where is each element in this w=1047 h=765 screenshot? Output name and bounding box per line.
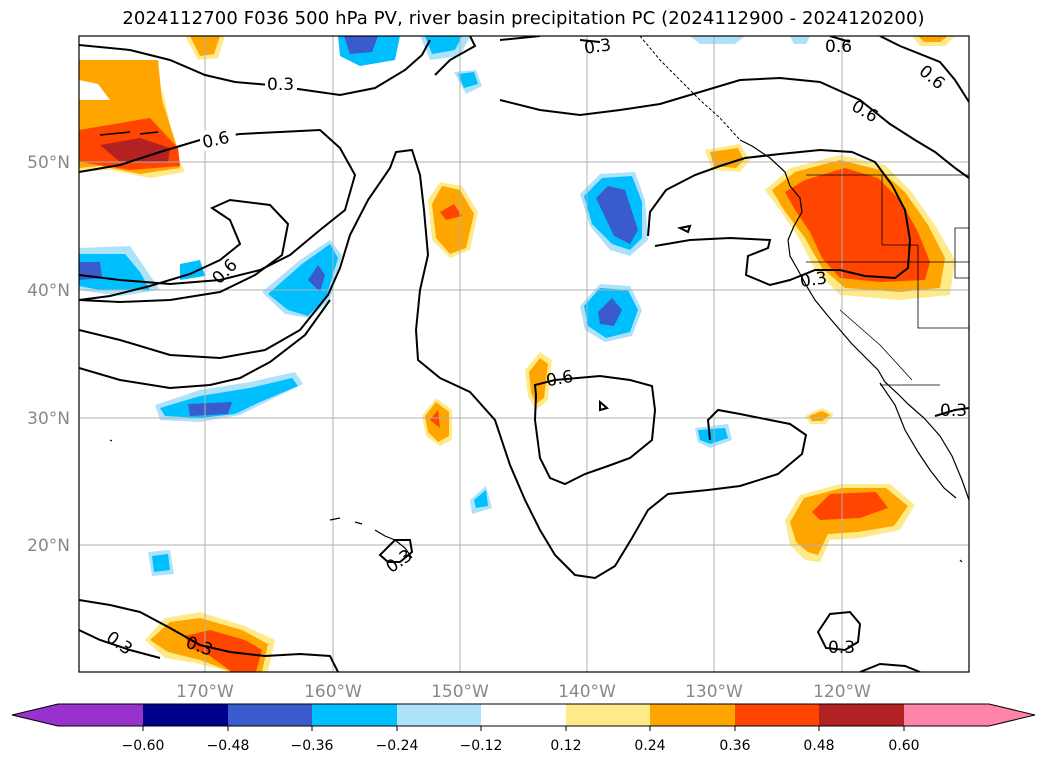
contour-label: 0.6 xyxy=(848,96,881,127)
colorbar-tick-label: −0.60 xyxy=(122,738,165,754)
colorbar-tick-label: −0.48 xyxy=(207,738,250,754)
lon-label: 120°W xyxy=(813,682,871,702)
lon-label: 140°W xyxy=(558,682,616,702)
lat-label: 20°N xyxy=(27,536,70,556)
colorbar-tick-label: −0.12 xyxy=(460,738,503,754)
colorbar-segment xyxy=(566,704,650,726)
colorbar-segment xyxy=(735,704,819,726)
pv-contours xyxy=(79,36,969,672)
colorbar-tick-label: 0.36 xyxy=(719,738,750,754)
colorbar-segment xyxy=(228,704,312,726)
latitude-labels: 50°N 40°N 30°N 20°N xyxy=(27,153,70,556)
contour-label: 0.3 xyxy=(940,401,967,421)
lon-label: 170°W xyxy=(176,682,234,702)
contour-label: 0.6 xyxy=(825,37,852,57)
colorbar-tick-label: −0.36 xyxy=(291,738,334,754)
colorbar-tick-label: 0.60 xyxy=(888,738,919,754)
colorbar-extend-high xyxy=(989,704,1035,726)
colorbar-segment xyxy=(312,704,397,726)
map-frame xyxy=(78,35,970,673)
colorbar-segment xyxy=(481,704,566,726)
contour-label: 0.6 xyxy=(201,128,232,153)
colorbar-tick-label: 0.48 xyxy=(803,738,834,754)
colorbar-outline xyxy=(11,703,1036,727)
colorbar: −0.60 −0.48 −0.36 −0.24 −0.12 0.12 0.24 … xyxy=(11,703,1036,754)
contour-label: 0.3 xyxy=(102,628,136,660)
contour-label: 0.6 xyxy=(545,367,575,391)
colorbar-segment xyxy=(819,704,904,726)
lon-label: 130°W xyxy=(685,682,743,702)
contour-label: 0.3 xyxy=(267,75,294,95)
map-title: 2024112700 F036 500 hPa PV, river basin … xyxy=(122,8,925,29)
map-gridlines xyxy=(79,36,969,672)
coastlines xyxy=(99,36,969,563)
contour-label: 0.3 xyxy=(583,35,613,59)
colorbar-segment xyxy=(650,704,735,726)
colorbar-segment xyxy=(143,704,228,726)
longitude-labels: 170°W 160°W 150°W 140°W 130°W 120°W xyxy=(176,682,871,702)
colorbar-tick-label: 0.24 xyxy=(634,738,665,754)
lat-label: 30°N xyxy=(27,409,70,429)
lon-label: 150°W xyxy=(431,682,489,702)
contour-label: 0.3 xyxy=(799,268,829,292)
colorbar-tick-label: −0.24 xyxy=(376,738,419,754)
colorbar-segment xyxy=(904,704,989,726)
colorbar-tick-label: 0.12 xyxy=(550,738,581,754)
contour-label: 0.3 xyxy=(828,638,855,658)
lat-label: 40°N xyxy=(27,281,70,301)
lon-label: 160°W xyxy=(304,682,362,702)
colorbar-segment xyxy=(58,704,143,726)
colorbar-segment xyxy=(397,704,481,726)
lat-label: 50°N xyxy=(27,153,70,173)
contour-labels: 0.3 0.6 0.6 0.6 0.6 0.6 0.3 0.3 0.3 0.3 … xyxy=(102,35,967,661)
colorbar-extend-low xyxy=(12,704,58,726)
